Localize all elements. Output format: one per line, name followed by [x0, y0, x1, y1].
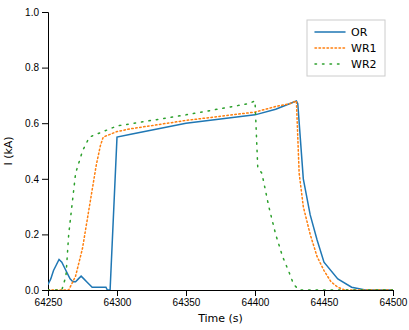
y-tick-label: 0.4	[25, 174, 39, 185]
lines	[48, 101, 393, 290]
y-axis-line	[42, 13, 49, 291]
y-tick-label: 0.0	[25, 285, 39, 296]
y-tick: 1.0	[25, 7, 48, 18]
legend-label: WR1	[351, 42, 377, 55]
x-tick: 64450	[311, 290, 339, 308]
x-tick-label: 64300	[104, 297, 132, 308]
y-tick-mark	[42, 234, 48, 235]
x-tick-mark	[393, 290, 394, 296]
series-line	[48, 101, 393, 290]
legend-swatch	[315, 47, 345, 49]
x-tick: 64500	[380, 290, 408, 308]
y-axis: 0.0 0.2 0.4 0.6 0.8 1.0	[25, 7, 48, 296]
x-tick-mark	[324, 290, 325, 296]
y-tick-label: 1.0	[25, 7, 39, 18]
x-tick-label: 64450	[311, 297, 339, 308]
series-line	[48, 101, 393, 290]
y-tick: 0.6	[25, 118, 48, 129]
legend-label: WR2	[351, 58, 377, 71]
x-tick-label: 64350	[173, 297, 201, 308]
x-tick-label: 64250	[35, 297, 63, 308]
series-line	[48, 101, 393, 290]
x-tick: 64350	[173, 290, 201, 308]
y-tick-label: 0.6	[25, 118, 39, 129]
y-tick-mark	[42, 123, 48, 124]
y-tick-mark	[42, 68, 48, 69]
y-tick-mark	[42, 290, 48, 291]
x-axis: 64250 64300 64350 64400 64450 64500	[35, 290, 408, 308]
x-tick-label: 64500	[380, 297, 408, 308]
y-tick: 0.2	[25, 229, 48, 240]
y-tick: 0.4	[25, 174, 48, 185]
legend-swatch	[315, 63, 345, 65]
legend: OR WR1 WR2	[307, 20, 385, 76]
x-tick-mark	[117, 290, 118, 296]
legend-item: WR2	[315, 58, 377, 71]
legend-item: OR	[315, 26, 368, 39]
y-axis-title: I (kA)	[2, 136, 15, 165]
chart-container: 6425064300643506440064450645000.00.20.40…	[0, 0, 409, 330]
y-tick: 0.8	[25, 62, 48, 73]
x-tick: 64400	[242, 290, 270, 308]
y-tick-mark	[42, 179, 48, 180]
y-tick: 0.0	[25, 285, 48, 296]
x-tick-mark	[186, 290, 187, 296]
legend-label: OR	[351, 26, 368, 39]
y-tick-label: 0.8	[25, 62, 39, 73]
y-tick-mark	[42, 12, 48, 13]
plot: 6425064300643506440064450645000.00.20.40…	[2, 7, 408, 325]
x-axis-title: Time (s)	[197, 312, 243, 325]
chart-svg: 6425064300643506440064450645000.00.20.40…	[0, 0, 409, 330]
legend-swatch	[315, 31, 345, 33]
x-tick-label: 64400	[242, 297, 270, 308]
legend-item: WR1	[315, 42, 377, 55]
y-tick-label: 0.2	[25, 229, 39, 240]
x-axis-line	[49, 291, 394, 297]
x-tick-mark	[255, 290, 256, 296]
x-tick: 64300	[104, 290, 132, 308]
legend-box	[307, 20, 385, 76]
